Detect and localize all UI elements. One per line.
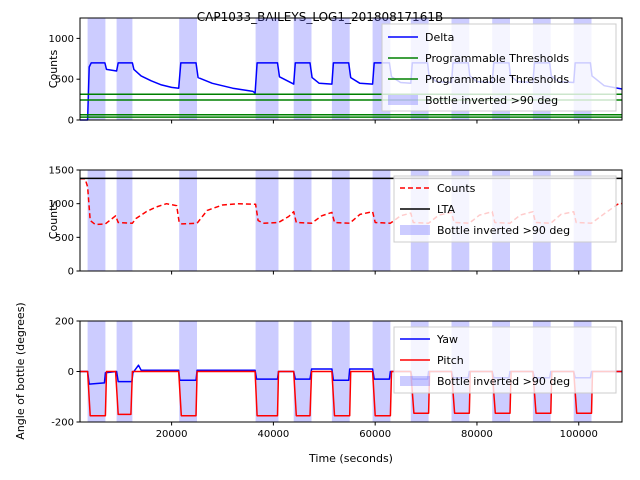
panel-delta: 0 500 1000 Counts Delta Programmable Thres… (47, 17, 623, 127)
legend-box (393, 175, 617, 243)
inverted-band-6 (372, 170, 391, 271)
x-tick-label: 60000 (359, 429, 391, 440)
panel-angle: 20000 40000 60000 80000 100000 -200 0 200 Angle… (14, 302, 623, 465)
inverted-band-5 (331, 170, 350, 271)
axis-ticks: 20000 40000 60000 80000 100000 -200 0 200 (51, 317, 598, 441)
legend-inverted-label: Bottle inverted >90 deg (437, 224, 570, 237)
y-tick-label: 1000 (49, 34, 74, 45)
legend-delta-label: Delta (425, 31, 454, 44)
y-tick-label: 1000 (49, 199, 74, 210)
inverted-band-5 (331, 18, 350, 120)
y-tick-label: 0 (68, 267, 74, 278)
legend-counts-label: Counts (437, 182, 476, 195)
inverted-band-1 (116, 321, 133, 422)
legend: Counts LTA Bottle inverted >90 deg (393, 175, 617, 243)
inverted-band-2 (179, 18, 197, 120)
axis-ticks: 0 500 1000 (49, 34, 580, 127)
legend-threshold-label: Programmable Thresholds (425, 52, 569, 65)
legend-threshold-label-2: Programmable Thresholds (425, 73, 569, 86)
inverted-band-5 (331, 321, 350, 422)
inverted-band-2 (179, 170, 197, 271)
inverted-band-4 (293, 18, 312, 120)
legend-pitch-label: Pitch (437, 354, 464, 367)
y-axis-label: Angle of bottle (degrees) (14, 302, 27, 439)
legend: Delta Programmable Thresholds Programmab… (381, 23, 617, 112)
x-axis-label: Time (seconds) (308, 452, 393, 465)
inverted-band-3 (255, 321, 279, 422)
legend-lta-label: LTA (437, 203, 455, 216)
axes-frame (79, 169, 623, 272)
legend-inverted-label: Bottle inverted >90 deg (425, 94, 558, 107)
legend-inverted-swatch (400, 225, 430, 235)
x-tick-label: 100000 (560, 429, 598, 440)
inverted-band-3 (255, 18, 279, 120)
inverted-band-0 (87, 321, 106, 422)
legend-yaw-label: Yaw (436, 333, 458, 346)
x-tick-label: 20000 (156, 429, 188, 440)
legend: Yaw Pitch Bottle inverted >90 deg (393, 326, 617, 394)
y-tick-label: 500 (55, 233, 74, 244)
y-tick-label: 500 (55, 75, 74, 86)
y-tick-label: -200 (51, 418, 74, 429)
inverted-band-2 (179, 321, 197, 422)
axis-ticks: 0 500 1000 1500 (49, 166, 580, 278)
y-tick-label: 0 (68, 367, 74, 378)
legend-inverted-label: Bottle inverted >90 deg (437, 375, 570, 388)
y-tick-label: 1500 (49, 166, 74, 177)
y-tick-label: 0 (68, 116, 74, 127)
inverted-band-1 (116, 170, 133, 271)
y-axis-label: Counts (47, 201, 60, 240)
panel-counts: 0 500 1000 1500 Counts Counts LTA Bottle in… (47, 166, 623, 278)
inverted-band-0 (87, 18, 106, 120)
inverted-band-0 (87, 170, 106, 271)
x-tick-label: 80000 (461, 429, 493, 440)
y-axis-label: Counts (47, 50, 60, 89)
inverted-band-1 (116, 18, 133, 120)
figure-title: CAP1033_BAILEYS_LOG1_20180817161B (197, 10, 443, 24)
inverted-band-4 (293, 170, 312, 271)
y-tick-label: 200 (55, 317, 74, 328)
inverted-band-6 (372, 321, 391, 422)
x-tick-label: 40000 (257, 429, 289, 440)
inverted-band-3 (255, 170, 279, 271)
legend-inverted-swatch (388, 95, 418, 105)
legend-box (381, 23, 617, 112)
inverted-band-4 (293, 321, 312, 422)
axes-frame (79, 17, 623, 121)
legend-inverted-swatch (400, 376, 430, 386)
legend-box (393, 326, 617, 394)
